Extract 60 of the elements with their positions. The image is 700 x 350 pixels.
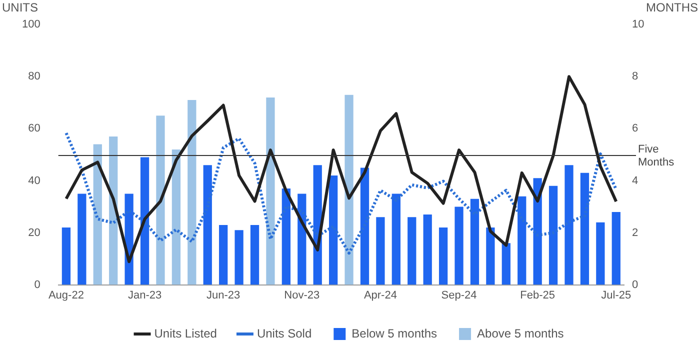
x-tick-label: Jan-23 [128, 289, 162, 302]
bar [172, 149, 181, 285]
y-tick-label: 60 [28, 122, 40, 135]
bar [392, 194, 400, 285]
bar [329, 176, 338, 285]
bar [564, 165, 574, 285]
bar [140, 157, 150, 285]
bar [518, 196, 526, 285]
legend-label: Units Listed [154, 326, 217, 340]
bar [93, 144, 102, 285]
bar [250, 224, 260, 285]
bar [470, 198, 480, 285]
bar [486, 228, 495, 285]
bar [234, 230, 244, 285]
y-tick-label: 80 [28, 70, 40, 83]
y2-tick-label: 8 [632, 70, 638, 83]
bar [344, 94, 354, 285]
bar [282, 188, 291, 285]
bar [502, 243, 510, 285]
bar [78, 194, 86, 285]
bar [423, 214, 432, 285]
y-tick-label: 100 [22, 18, 40, 31]
bar [408, 217, 416, 285]
bar [219, 224, 228, 285]
y-axis-title: UNITS [2, 0, 38, 14]
y2-tick-label: 6 [632, 122, 638, 135]
bar [360, 168, 370, 285]
y2-axis-title: MONTHS [646, 0, 698, 14]
line-series [64, 132, 618, 255]
ref-line-label: Five Months [638, 144, 675, 169]
y2-tick-label: 0 [632, 278, 638, 291]
x-tick-label: Jul-25 [601, 289, 632, 302]
bar [62, 228, 71, 285]
legend-label: Units Sold [256, 326, 312, 340]
y2-tick-label: 10 [632, 18, 644, 31]
bar [612, 212, 620, 285]
x-tick-label: Apr-24 [364, 289, 397, 302]
y-tick-label: 20 [28, 226, 40, 239]
bar [188, 100, 196, 285]
x-tick-label: Feb-25 [520, 289, 556, 302]
bar [109, 136, 118, 285]
y-tick-label: 0 [34, 278, 40, 291]
y2-tick-label: 4 [632, 174, 638, 187]
x-tick-label: Sep-24 [441, 289, 477, 302]
bar [156, 116, 165, 285]
x-tick-label: Nov-23 [284, 289, 320, 302]
bar [596, 222, 605, 285]
legend-label: Above 5 months [477, 326, 564, 340]
bar [438, 228, 448, 285]
x-tick-label: Jun-23 [206, 289, 240, 302]
bar [454, 206, 464, 285]
bar [580, 172, 590, 285]
x-tick-label: Aug-22 [48, 289, 84, 302]
legend-label: Below 5 months [352, 326, 438, 340]
bar [203, 165, 212, 285]
bar [376, 217, 385, 285]
y2-tick-label: 2 [632, 226, 638, 239]
bar [548, 186, 558, 285]
bar [266, 97, 275, 285]
y-tick-label: 40 [28, 174, 40, 187]
